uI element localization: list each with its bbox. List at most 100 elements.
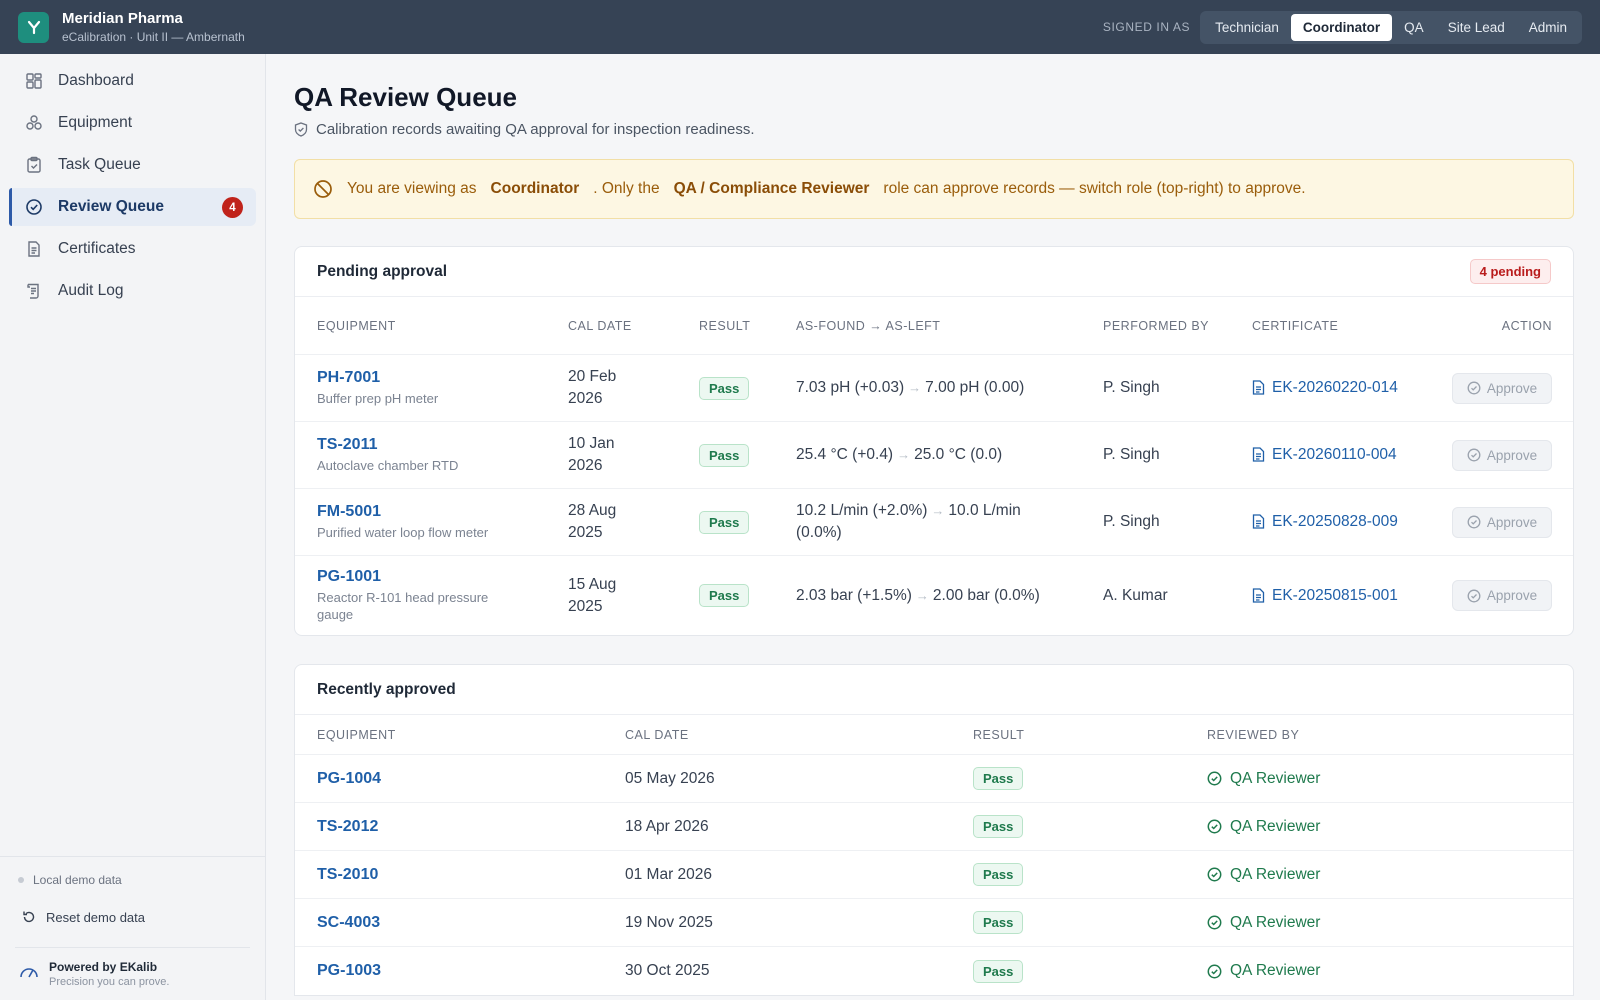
sidebar: Dashboard Equipment Task Queue Review Qu… — [0, 54, 266, 1000]
reviewer: QA Reviewer — [1207, 866, 1507, 884]
demo-data-label: Local demo data — [33, 873, 122, 887]
column-header-cal-date: CAL DATE — [625, 727, 689, 742]
table-row: TS-2010 01 Mar 2026 Pass QA Reviewer — [295, 851, 1573, 899]
check-circle-icon — [1207, 771, 1222, 786]
as-left-value: 10.0 L/min (0.0%) — [796, 502, 1021, 541]
certificate-link[interactable]: EK-20260220-014 — [1252, 377, 1427, 399]
equipment-description: Autoclave chamber RTD — [317, 458, 459, 473]
result-badge: Pass — [699, 510, 750, 534]
page-title: QA Review Queue — [294, 82, 517, 112]
cal-date: 01 Mar 2026 — [625, 865, 713, 883]
role-button-technician[interactable]: Technician — [1203, 14, 1291, 41]
as-left-value: 25.0 °C (0.0) — [914, 446, 1003, 463]
performed-by: A. Kumar — [1103, 586, 1168, 604]
result-badge: Pass — [699, 443, 750, 467]
prohibited-icon — [313, 179, 333, 199]
sidebar-item-label: Dashboard — [58, 72, 134, 89]
column-header-performed-by: PERFORMED BY — [1103, 318, 1210, 333]
arrow-right-icon: → — [915, 587, 929, 603]
shield-check-icon — [294, 122, 308, 137]
reviewer-name: QA Reviewer — [1230, 817, 1321, 835]
role-button-admin[interactable]: Admin — [1517, 14, 1579, 41]
role-button-coordinator[interactable]: Coordinator — [1290, 13, 1393, 41]
column-header-equipment: EQUIPMENT — [317, 318, 396, 333]
recently-approved-card: Recently approved EQUIPMENT CAL DATE RES… — [294, 664, 1574, 996]
equipment-link[interactable]: PG-1001 — [317, 568, 382, 585]
equipment-link[interactable]: PG-1004 — [317, 769, 382, 787]
equipment-description: Buffer prep pH meter — [317, 391, 439, 406]
column-header-action: ACTION — [1501, 318, 1552, 333]
equipment-link[interactable]: TS-2011 — [317, 436, 378, 453]
table-row: PG-1003 30 Oct 2025 Pass QA Reviewer — [295, 947, 1573, 995]
approve-button[interactable]: Approve — [1452, 580, 1552, 611]
approve-label: Approve — [1486, 514, 1538, 530]
sidebar-item-certificates[interactable]: Certificates — [9, 230, 256, 268]
cal-date: 30 Oct 2025 — [625, 962, 710, 979]
powered-by: Powered by EKalib Precision you can prov… — [15, 947, 250, 1000]
reviewer-name: QA Reviewer — [1230, 962, 1321, 979]
as-found-value: 2.03 bar (+1.5%) — [796, 586, 912, 604]
check-circle-icon — [1207, 915, 1222, 930]
page-subtitle-text: Calibration records awaiting QA approval… — [316, 121, 755, 138]
column-header-certificate: CERTIFICATE — [1252, 318, 1339, 333]
alert-current-role: Coordinator — [490, 180, 580, 197]
as-left-value: 7.00 pH (0.00) — [925, 379, 1025, 396]
pending-table-header: EQUIPMENT CAL DATE RESULT AS-FOUND → AS-… — [295, 297, 1573, 355]
performed-by: P. Singh — [1103, 446, 1160, 463]
role-button-site-lead[interactable]: Site Lead — [1436, 14, 1517, 41]
equipment-link[interactable]: FM-5001 — [317, 503, 382, 520]
audit-icon — [25, 282, 43, 300]
equipment-link[interactable]: SC-4003 — [317, 913, 381, 931]
result-badge: Pass — [973, 815, 1024, 838]
reset-demo-label: Reset demo data — [46, 909, 146, 925]
sidebar-item-label: Equipment — [58, 114, 133, 131]
approve-button[interactable]: Approve — [1452, 439, 1552, 471]
sidebar-item-label: Audit Log — [58, 282, 124, 299]
reviewer: QA Reviewer — [1207, 818, 1507, 836]
sidebar-item-label: Task Queue — [58, 156, 141, 173]
sidebar-item-audit-log[interactable]: Audit Log — [9, 272, 256, 310]
check-circle-icon — [1207, 867, 1222, 882]
column-header-result: RESULT — [699, 318, 751, 333]
equipment-link[interactable]: TS-2010 — [317, 865, 379, 883]
reviewer-name: QA Reviewer — [1230, 913, 1321, 931]
cal-date: 10 Jan 2026 — [568, 435, 615, 474]
cal-date: 15 Aug 2025 — [568, 575, 617, 615]
sidebar-item-review-queue[interactable]: Review Queue 4 — [9, 188, 256, 226]
role-button-qa[interactable]: QA — [1392, 14, 1436, 41]
equipment-description: Purified water loop flow meter — [317, 525, 489, 540]
sidebar-item-dashboard[interactable]: Dashboard — [9, 62, 256, 100]
check-circle-icon — [1467, 448, 1481, 462]
pending-approval-card: Pending approval 4 pending EQUIPMENT CAL… — [294, 246, 1574, 636]
equipment-link[interactable]: TS-2012 — [317, 817, 379, 835]
approved-card-header: Recently approved — [295, 665, 1573, 715]
certificate-number: EK-20260220-014 — [1272, 379, 1398, 396]
sidebar-item-equipment[interactable]: Equipment — [9, 104, 256, 142]
certificate-link[interactable]: EK-20250828-009 — [1252, 511, 1427, 533]
document-icon — [25, 240, 43, 258]
clipboard-icon — [25, 156, 43, 174]
equipment-link[interactable]: PH-7001 — [317, 369, 381, 386]
certificate-link[interactable]: EK-20250815-001 — [1252, 585, 1427, 607]
reviewer: QA Reviewer — [1207, 770, 1507, 788]
sidebar-item-task-queue[interactable]: Task Queue — [9, 146, 256, 184]
file-icon — [1252, 380, 1265, 395]
signed-in-label: SIGNED IN AS — [1102, 20, 1191, 34]
pending-card-title: Pending approval — [317, 262, 448, 280]
approve-button[interactable]: Approve — [1452, 372, 1552, 404]
as-found-as-left: 10.2 L/min (+2.0%) → 10.0 L/min (0.0%) — [796, 500, 1103, 544]
check-circle-icon — [1467, 381, 1481, 395]
column-header-result: RESULT — [973, 727, 1025, 742]
column-header-as-found-as-left: AS-FOUND → AS-LEFT — [796, 318, 941, 333]
powered-title: Powered by EKalib — [49, 960, 158, 974]
approve-button[interactable]: Approve — [1452, 506, 1552, 538]
main-content: QA Review Queue Calibration records awai… — [294, 54, 1574, 996]
approve-label: Approve — [1486, 380, 1538, 396]
table-row: SC-4003 19 Nov 2025 Pass QA Reviewer — [295, 899, 1573, 947]
certificate-link[interactable]: EK-20260110-004 — [1252, 444, 1427, 466]
as-found-as-left: 7.03 pH (+0.03) → 7.00 pH (0.00) — [796, 377, 1103, 399]
approved-table-header: EQUIPMENT CAL DATE RESULT REVIEWED BY — [295, 715, 1573, 755]
equipment-link[interactable]: PG-1003 — [317, 962, 382, 979]
sidebar-footer: Local demo data Reset demo data Powered … — [0, 856, 265, 1000]
reset-demo-button[interactable]: Reset demo data — [22, 907, 265, 927]
